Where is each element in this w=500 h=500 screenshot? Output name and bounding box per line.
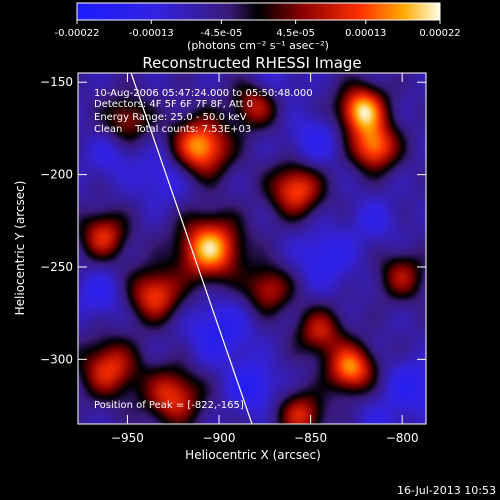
limb-line <box>130 73 253 424</box>
colorbar-ticks: -0.00022 -0.00013 -4.5e-05 4.5e-05 0.00013 0.… <box>55 20 461 39</box>
y-tick-label: −200 <box>40 168 73 182</box>
colorbar-tick-label: 0.00013 <box>345 28 386 39</box>
annotation-energy: Energy Range: 25.0 - 50.0 keV <box>94 112 247 123</box>
x-tick-label: −900 <box>203 431 236 445</box>
colorbar-tick-label: 4.5e-05 <box>276 28 314 39</box>
y-tick-label: −300 <box>40 352 73 366</box>
annotation-counts: Clean Total counts: 7.53E+03 <box>94 124 251 135</box>
colorbar-tick-label: -0.00022 <box>55 28 100 39</box>
axis-ticks: −950 −900 −850 −800 −150 −200 −250 −300 <box>40 73 426 445</box>
annotation-detectors: Detectors: 4F 5F 6F 7F 8F, Att 0 <box>94 99 253 110</box>
plot-area <box>77 72 427 425</box>
colorbar-unit-label: (photons cm⁻² s⁻¹ asec⁻²) <box>187 39 329 52</box>
x-axis-label: Heliocentric X (arcsec) <box>185 448 321 462</box>
colorbar <box>76 2 441 21</box>
peak-position-label: Position of Peak = [-822,-165] <box>94 400 244 411</box>
x-tick-label: −950 <box>111 431 144 445</box>
chart-title: Reconstructed RHESSI Image <box>142 54 361 72</box>
heatmap-image <box>78 73 426 424</box>
y-tick-label: −250 <box>40 260 73 274</box>
y-axis-label: Heliocentric Y (arcsec) <box>13 181 27 316</box>
colorbar-tick-label: 0.00022 <box>419 28 460 39</box>
colorbar-tick-label: -4.5e-05 <box>200 28 242 39</box>
y-tick-label: −150 <box>40 75 73 89</box>
x-tick-label: −800 <box>386 431 419 445</box>
x-tick-label: −850 <box>294 431 327 445</box>
footer-timestamp: 16-Jul-2013 10:53 <box>397 484 496 497</box>
annotation-time: 10-Aug-2006 05:47:24.000 to 05:50:48.000 <box>94 88 313 99</box>
colorbar-tick-label: -0.00013 <box>129 28 174 39</box>
